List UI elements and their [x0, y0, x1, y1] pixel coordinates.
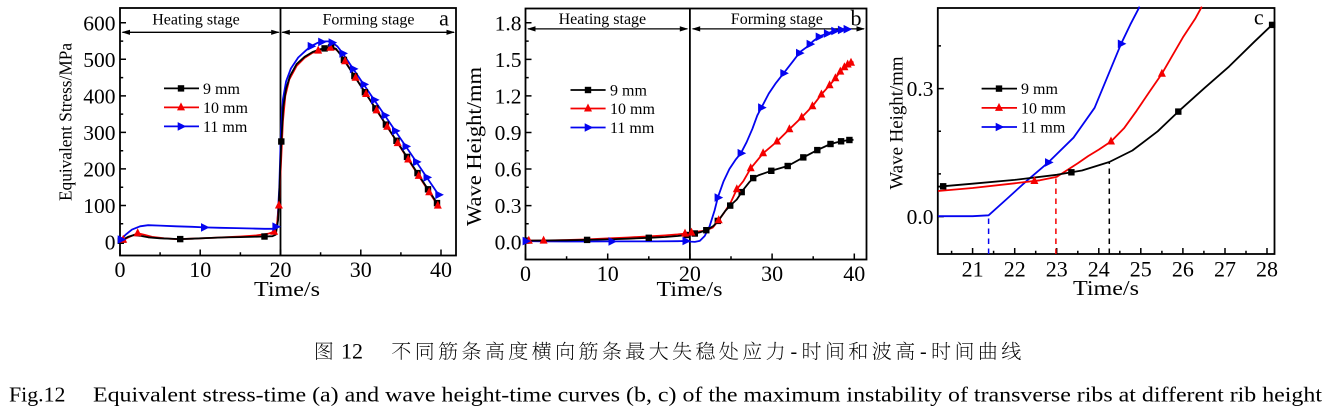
- svg-text:0.3: 0.3: [495, 194, 522, 218]
- svg-text:10 mm: 10 mm: [203, 100, 248, 117]
- svg-text:Fig.12: Fig.12: [9, 383, 66, 407]
- svg-text:-: -: [920, 341, 927, 363]
- svg-text:b: b: [851, 6, 862, 31]
- svg-text:12: 12: [341, 339, 363, 364]
- svg-text:10: 10: [597, 261, 619, 286]
- svg-text:Time/s: Time/s: [254, 277, 320, 301]
- svg-text:25: 25: [1130, 257, 1152, 282]
- svg-text:20: 20: [679, 261, 701, 286]
- svg-text:27: 27: [1214, 257, 1236, 282]
- svg-text:30: 30: [761, 261, 783, 286]
- svg-text:Equivalent stress-time (a) and: Equivalent stress-time (a) and wave heig…: [93, 383, 1322, 407]
- svg-text:a: a: [439, 6, 449, 31]
- svg-text:200: 200: [83, 158, 115, 182]
- svg-text:c: c: [1254, 5, 1264, 30]
- svg-text:9 mm: 9 mm: [610, 82, 647, 99]
- svg-text:24: 24: [1088, 257, 1110, 282]
- svg-text:30: 30: [350, 257, 372, 282]
- svg-text:9 mm: 9 mm: [203, 81, 240, 98]
- svg-text:Heating stage: Heating stage: [152, 12, 240, 29]
- svg-text:11 mm: 11 mm: [610, 120, 655, 137]
- svg-text:11 mm: 11 mm: [1021, 119, 1066, 136]
- svg-text:600: 600: [83, 11, 115, 35]
- svg-text:0.3: 0.3: [907, 77, 934, 101]
- svg-text:Equivalent Stress/MPa: Equivalent Stress/MPa: [56, 43, 76, 201]
- svg-text:Forming stage: Forming stage: [731, 11, 823, 28]
- svg-text:0.0: 0.0: [495, 231, 522, 255]
- svg-text:Wave Height/mm: Wave Height/mm: [462, 67, 486, 226]
- svg-text:Forming stage: Forming stage: [323, 12, 415, 29]
- svg-text:11 mm: 11 mm: [203, 119, 248, 136]
- svg-text:300: 300: [83, 121, 115, 145]
- svg-text:28: 28: [1256, 257, 1278, 282]
- svg-text:40: 40: [843, 261, 865, 286]
- svg-text:Heating stage: Heating stage: [559, 11, 647, 28]
- svg-text:0.6: 0.6: [495, 158, 522, 182]
- svg-text:26: 26: [1172, 257, 1194, 282]
- svg-text:0: 0: [115, 257, 126, 282]
- svg-text:9 mm: 9 mm: [1021, 81, 1058, 98]
- svg-text:1.2: 1.2: [495, 85, 522, 109]
- svg-text:400: 400: [83, 85, 115, 109]
- svg-text:1.8: 1.8: [495, 11, 522, 35]
- svg-text:22: 22: [1004, 257, 1026, 282]
- svg-text:0: 0: [105, 231, 116, 255]
- svg-text:20: 20: [270, 257, 292, 282]
- svg-text:10 mm: 10 mm: [610, 101, 655, 118]
- svg-text:1.5: 1.5: [495, 48, 522, 72]
- svg-text:10: 10: [189, 257, 211, 282]
- svg-text:21: 21: [962, 257, 984, 282]
- svg-text:100: 100: [83, 194, 115, 218]
- svg-text:0.9: 0.9: [495, 121, 522, 145]
- svg-text:0: 0: [520, 261, 531, 286]
- svg-text:40: 40: [430, 257, 452, 282]
- svg-text:Time/s: Time/s: [1073, 276, 1139, 300]
- svg-text:500: 500: [83, 48, 115, 72]
- svg-text:-: -: [791, 341, 798, 363]
- svg-text:0.0: 0.0: [907, 205, 934, 229]
- svg-text:23: 23: [1046, 257, 1068, 282]
- svg-text:Wave Height/mm: Wave Height/mm: [887, 56, 908, 190]
- svg-text:Time/s: Time/s: [657, 277, 723, 301]
- svg-text:10 mm: 10 mm: [1021, 100, 1066, 117]
